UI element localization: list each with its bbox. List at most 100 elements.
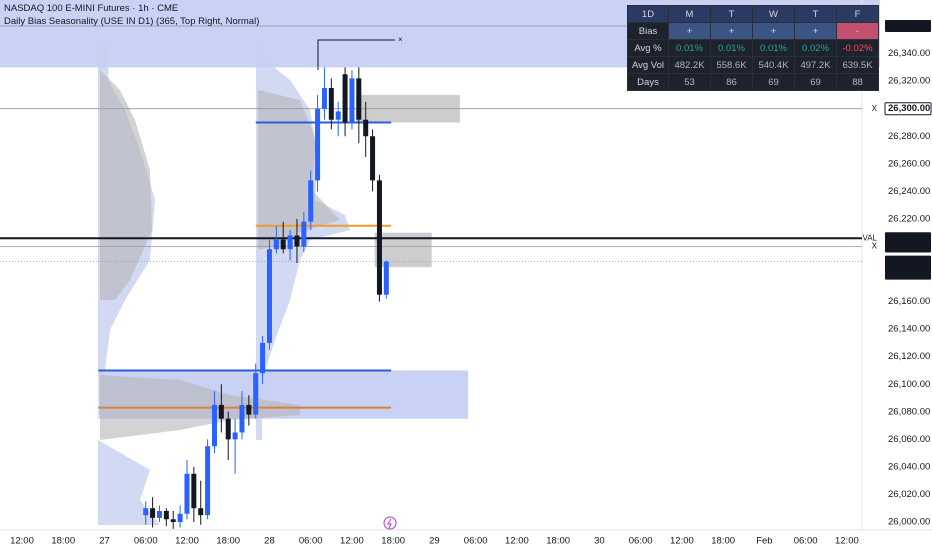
table-cell: 558.6K: [710, 56, 753, 74]
table-cell: 639.5K: [836, 56, 879, 74]
candle-body: [239, 404, 245, 433]
profile-shape: [258, 90, 340, 250]
candle-body: [363, 119, 369, 137]
line-tag: VAL: [862, 233, 877, 242]
candle-body: [280, 239, 286, 250]
table-cell: W: [752, 5, 795, 23]
y-tick-label: 26,140.00: [888, 324, 930, 335]
table-cell: 69: [794, 73, 837, 91]
event-icon: [383, 516, 397, 530]
price-label-bg: [885, 255, 931, 280]
candle-body: [225, 418, 231, 440]
candle-body: [370, 136, 376, 181]
volume-profile: [98, 40, 350, 525]
candle-body: [205, 446, 211, 516]
y-tick-label: 26,220.00: [888, 213, 930, 224]
y-tick-label: 26,000.00: [888, 517, 930, 528]
candle-body: [328, 88, 334, 120]
chart-title: NASDAQ 100 E-MINI Futures · 1h · CME: [4, 3, 179, 14]
candle-body: [163, 510, 169, 520]
y-tick-label: 26,240.00: [888, 186, 930, 197]
event-icon: [387, 518, 392, 529]
table-cell: 482.2K: [668, 56, 711, 74]
candle-body: [266, 249, 272, 343]
candle-body: [308, 180, 314, 222]
candle-body: [301, 221, 307, 247]
table-cell: +: [668, 22, 711, 40]
price-label: 26,360.00: [888, 21, 930, 32]
price-label: 26,300.00: [888, 103, 930, 114]
table-cell: +: [710, 22, 753, 40]
candle-body: [191, 473, 197, 509]
x-tick-label: 27: [99, 536, 110, 547]
x-tick-label: 28: [264, 536, 275, 547]
candle-body: [335, 111, 341, 120]
price-label: 26,206.00: [888, 233, 930, 244]
x-tick-label: 18:00: [51, 536, 75, 547]
candle-body: [184, 473, 190, 514]
table-cell: -: [836, 22, 879, 40]
annotation-marker: ×: [398, 35, 403, 44]
table-cell: -0.02%: [836, 39, 879, 57]
y-tick-label: 26,100.00: [888, 379, 930, 390]
price-label-bg: [885, 20, 931, 33]
annotation-line: [317, 39, 395, 70]
table-cell: 53: [668, 73, 711, 91]
price-label: 26,189.00: [888, 256, 930, 267]
y-tick-label: 26,280.00: [888, 131, 930, 142]
candle-body: [150, 508, 156, 518]
x-tick-label: 12:00: [505, 536, 529, 547]
line-tag: X: [872, 242, 878, 251]
x-tick-label: 06:00: [629, 536, 653, 547]
table-cell: 0.01%: [752, 39, 795, 57]
line-tag: X: [872, 104, 878, 113]
table-cell: 69: [752, 73, 795, 91]
price-label-bg: [884, 102, 932, 116]
table-cell: M: [668, 5, 711, 23]
profile-shape: [98, 440, 160, 525]
candle-body: [260, 342, 266, 374]
x-tick-label: 12:00: [10, 536, 34, 547]
candle-body: [342, 74, 348, 123]
table-cell: 540.4K: [752, 56, 795, 74]
y-tick-label: 26,040.00: [888, 461, 930, 472]
candle-body: [383, 261, 389, 295]
y-tick-label: 26,060.00: [888, 434, 930, 445]
x-tick-label: 18:00: [216, 536, 240, 547]
y-tick-label: 26,340.00: [888, 48, 930, 59]
x-tick-label: 30: [594, 536, 605, 547]
candle-body: [170, 519, 176, 523]
table-cell: 0.01%: [668, 39, 711, 57]
x-tick-label: 12:00: [835, 536, 859, 547]
table-cell: Avg %: [627, 39, 669, 57]
candle-body: [321, 88, 327, 109]
table-cell: +: [752, 22, 795, 40]
x-tick-label: Feb: [756, 536, 772, 547]
candle-body: [218, 404, 224, 419]
table-cell: Avg Vol: [627, 56, 669, 74]
table-cell: +: [794, 22, 837, 40]
candle-body: [376, 180, 382, 295]
candle-body: [198, 508, 204, 516]
table-row: 1D M T W T F: [627, 5, 879, 23]
x-tick-label: 18:00: [381, 536, 405, 547]
candle-body: [315, 108, 321, 181]
x-tick-label: 06:00: [464, 536, 488, 547]
table-cell: 0.02%: [794, 39, 837, 57]
x-tick-label: 06:00: [299, 536, 323, 547]
seasonality-table: 1D M T W T F Bias + + + + - Avg % 0.01% 0.01% 0.01% 0.02…: [627, 5, 879, 91]
table-cell: Bias: [627, 22, 669, 40]
candle-body: [253, 373, 259, 415]
y-tick-label: 26,080.00: [888, 406, 930, 417]
candle-body: [177, 513, 183, 523]
x-tick-label: 12:00: [670, 536, 694, 547]
x-tick-label: 29: [429, 536, 440, 547]
candle-body: [211, 404, 217, 447]
table-cell: Days: [627, 73, 669, 91]
table-cell: 86: [710, 73, 753, 91]
x-tick-label: 06:00: [134, 536, 158, 547]
table-cell: 497.2K: [794, 56, 837, 74]
price-label: 26,200.00: [888, 241, 930, 252]
